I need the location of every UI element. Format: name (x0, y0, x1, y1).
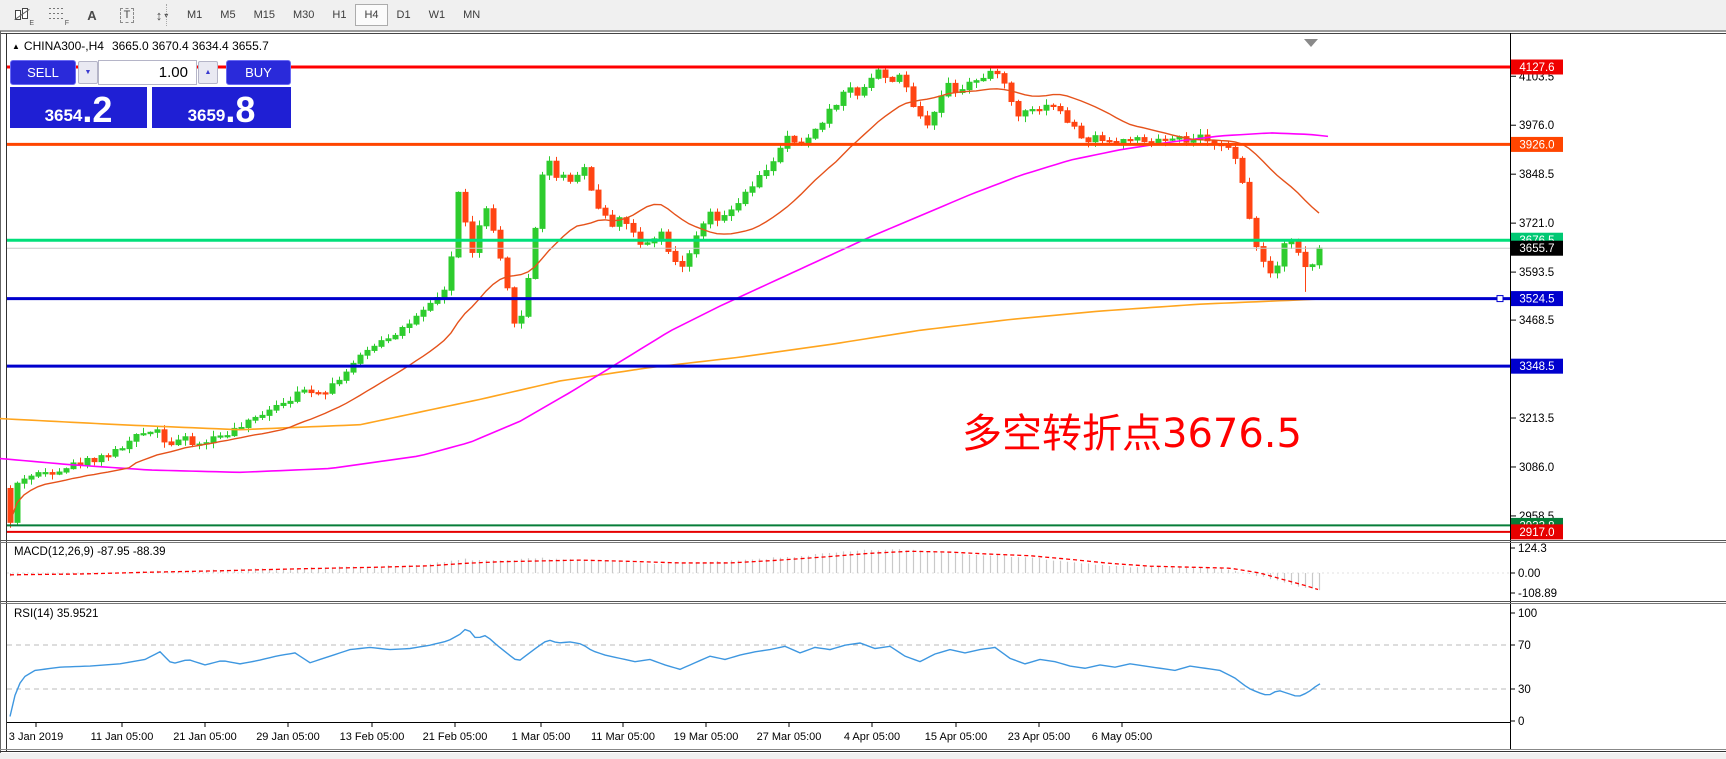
svg-text:124.3: 124.3 (1518, 543, 1547, 555)
svg-text:3926.0: 3926.0 (1519, 139, 1554, 151)
volume-increase-button[interactable]: ▲ (198, 61, 218, 84)
toolbar: E F A T ↕ ▾ M1 M5 M15 M30 H1 H4 D1 W1 MN (0, 0, 1726, 31)
chart-text-annotation: 多空转折点3676.5 (962, 411, 1302, 457)
tab-timeframe-M1[interactable]: M1 (187, 9, 203, 21)
svg-text:29 Jan 05:00: 29 Jan 05:00 (256, 731, 320, 743)
volume-decrease-button[interactable]: ▼ (78, 61, 98, 84)
candlestick-chart-icon[interactable]: E (10, 4, 34, 27)
svg-text:100: 100 (1518, 608, 1537, 620)
trade-controls-row: SELL ▼ ▲ BUY (10, 60, 291, 85)
tab-timeframe-M5[interactable]: M5 (220, 9, 236, 21)
tab-timeframe-M30[interactable]: M30 (292, 9, 315, 21)
text-label-icon[interactable]: A (87, 7, 97, 23)
arrow-objects-icon[interactable]: ↕ ▾ (155, 7, 169, 23)
sell-price-display[interactable]: 3654.2 (10, 87, 147, 128)
chrome-layer (0, 31, 1726, 753)
svg-text:23 Apr 05:00: 23 Apr 05:00 (1008, 731, 1070, 743)
toolbar-icon-group: E F A T ↕ ▾ (10, 3, 174, 27)
svg-text:21 Jan 05:00: 21 Jan 05:00 (173, 731, 237, 743)
macd-panel (7, 549, 1510, 591)
svg-text:-108.89: -108.89 (1518, 588, 1557, 600)
svg-text:11 Jan 05:00: 11 Jan 05:00 (91, 731, 154, 743)
textbox-tool-icon[interactable]: T (115, 4, 139, 26)
svg-text:21 Feb 05:00: 21 Feb 05:00 (423, 731, 488, 743)
chart-title: ▲ CHINA300-,H4 3665.0 3670.4 3634.4 3655.7 (12, 39, 269, 53)
timeframe-bar: M1 M5 M15 M30 H1 H4 D1 W1 MN (178, 3, 489, 27)
svg-text:3468.5: 3468.5 (1519, 315, 1554, 327)
svg-text:0.00: 0.00 (1518, 568, 1540, 580)
svg-text:1 Mar 05:00: 1 Mar 05:00 (512, 731, 571, 743)
ohlc-values: 3665.0 3670.4 3634.4 3655.7 (111, 39, 269, 53)
buy-price-display[interactable]: 3659.8 (152, 87, 291, 128)
svg-text:6 May 05:00: 6 May 05:00 (1092, 731, 1153, 743)
svg-text:3348.5: 3348.5 (1519, 361, 1554, 373)
svg-text:27 Mar 05:00: 27 Mar 05:00 (757, 731, 822, 743)
time-axis[interactable]: 3 Jan 2019 11 Jan 05:00 21 Jan 05:00 29 Jan… (9, 722, 1152, 743)
svg-text:3213.5: 3213.5 (1519, 413, 1554, 425)
svg-text:19 Mar 05:00: 19 Mar 05:00 (674, 731, 739, 743)
tab-timeframe-D1[interactable]: D1 (396, 9, 411, 21)
svg-text:30: 30 (1518, 684, 1531, 696)
rsi-indicator-label: RSI(14) 35.9521 (14, 608, 99, 620)
tab-timeframe-M15[interactable]: M15 (253, 9, 275, 21)
window-bottom-edge (0, 753, 1726, 759)
rsi-panel (7, 628, 1510, 717)
chart-shift-marker-icon[interactable] (1304, 39, 1318, 47)
tab-timeframe-H1[interactable]: H1 (332, 9, 347, 21)
svg-text:4127.6: 4127.6 (1519, 62, 1554, 74)
svg-text:70: 70 (1518, 640, 1531, 652)
svg-text:3655.7: 3655.7 (1519, 243, 1554, 255)
svg-text:3593.5: 3593.5 (1519, 267, 1554, 279)
svg-text:3086.0: 3086.0 (1519, 462, 1554, 474)
symbol-label: CHINA300-,H4 (23, 39, 104, 53)
svg-text:11 Mar 05:00: 11 Mar 05:00 (591, 731, 655, 743)
svg-text:13 Feb 05:00: 13 Feb 05:00 (340, 731, 405, 743)
sell-button[interactable]: SELL (10, 60, 76, 85)
svg-text:3976.0: 3976.0 (1519, 120, 1554, 132)
svg-text:3524.5: 3524.5 (1519, 294, 1554, 306)
svg-text:3721.0: 3721.0 (1519, 218, 1554, 230)
svg-text:2917.0: 2917.0 (1519, 527, 1554, 539)
one-click-trading-panel: SELL ▼ ▲ BUY 3654.2 3659.8 (10, 60, 291, 128)
svg-text:0: 0 (1518, 716, 1524, 728)
svg-text:3 Jan 2019: 3 Jan 2019 (9, 731, 63, 743)
tab-timeframe-MN[interactable]: MN (463, 9, 481, 21)
indicator-grid-icon[interactable]: F (45, 4, 69, 27)
tab-timeframe-W1[interactable]: W1 (428, 9, 446, 21)
collapse-arrow-icon[interactable]: ▲ (12, 42, 20, 51)
svg-text:4 Apr 05:00: 4 Apr 05:00 (844, 731, 900, 743)
toolbar-separator (166, 4, 168, 26)
volume-input[interactable] (98, 60, 197, 85)
trade-prices-row: 3654.2 3659.8 (10, 87, 291, 128)
svg-text:3848.5: 3848.5 (1519, 169, 1554, 181)
price-axis[interactable]: 4103.53976.03848.53721.03593.53468.53213… (1510, 59, 1563, 729)
macd-indicator-label: MACD(12,26,9) -87.95 -88.39 (14, 546, 166, 558)
tab-timeframe-H4[interactable]: H4 (355, 4, 388, 26)
svg-text:15 Apr 05:00: 15 Apr 05:00 (925, 731, 987, 743)
buy-button[interactable]: BUY (226, 60, 291, 85)
